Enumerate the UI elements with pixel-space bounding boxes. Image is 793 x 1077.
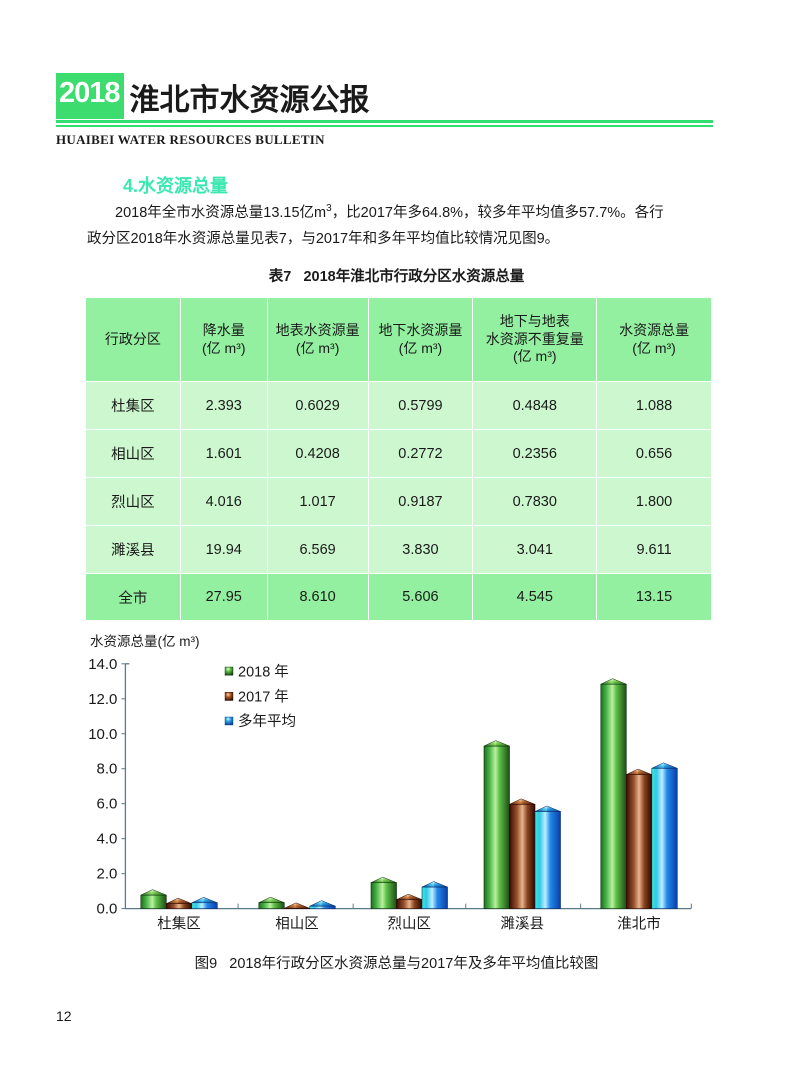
svg-text:2.0: 2.0 <box>97 866 118 883</box>
svg-text:2018 年: 2018 年 <box>238 664 289 681</box>
svg-text:多年平均: 多年平均 <box>238 713 296 730</box>
svg-text:濉溪县: 濉溪县 <box>501 916 545 933</box>
svg-text:杜集区: 杜集区 <box>157 916 201 933</box>
svg-text:2017 年: 2017 年 <box>238 689 289 706</box>
svg-text:6.0: 6.0 <box>97 796 118 813</box>
svg-text:烈山区: 烈山区 <box>388 916 432 933</box>
svg-text:14.0: 14.0 <box>88 656 117 673</box>
svg-text:10.0: 10.0 <box>88 726 117 743</box>
svg-text:相山区: 相山区 <box>275 916 319 933</box>
svg-text:0.0: 0.0 <box>97 901 118 918</box>
svg-text:4.0: 4.0 <box>97 831 118 848</box>
svg-text:8.0: 8.0 <box>97 761 118 778</box>
svg-text:12.0: 12.0 <box>88 691 117 708</box>
svg-text:淮北市: 淮北市 <box>617 916 661 933</box>
